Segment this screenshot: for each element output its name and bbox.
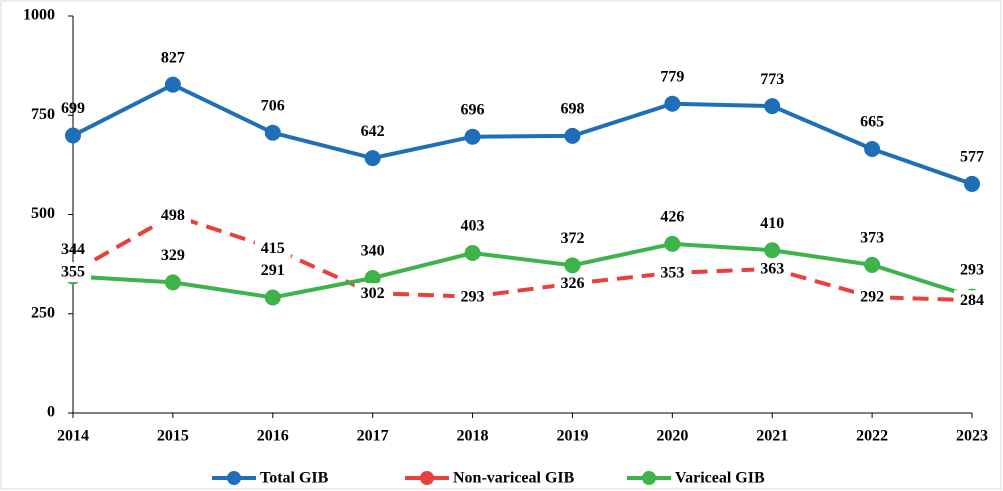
data-label: 363 xyxy=(760,261,784,278)
marker xyxy=(264,124,281,141)
legend-label: Variceal GIB xyxy=(675,470,765,487)
legend-marker xyxy=(420,471,434,485)
data-label: 353 xyxy=(660,265,684,282)
data-label: 291 xyxy=(261,262,285,279)
label-background xyxy=(454,286,491,307)
marker xyxy=(564,127,581,144)
marker xyxy=(464,128,481,145)
label-background xyxy=(854,287,891,308)
data-label: 373 xyxy=(860,230,884,247)
x-tick-label: 2019 xyxy=(556,428,588,445)
data-label: 415 xyxy=(261,240,285,257)
marker xyxy=(264,289,281,306)
label-background xyxy=(154,205,191,226)
label-background xyxy=(754,258,791,279)
data-label: 827 xyxy=(161,49,185,66)
legend-label: Non-variceal GIB xyxy=(453,470,575,487)
data-label: 773 xyxy=(760,71,784,88)
data-label: 292 xyxy=(860,289,884,306)
data-label: 355 xyxy=(61,264,85,281)
data-label: 344 xyxy=(61,241,85,258)
label-background xyxy=(654,262,691,283)
data-label: 340 xyxy=(361,243,385,260)
series-line xyxy=(72,241,973,300)
marker xyxy=(164,274,181,291)
label-background xyxy=(354,283,391,304)
marker xyxy=(664,95,681,112)
series-line xyxy=(72,213,973,303)
marker xyxy=(164,76,181,93)
y-tick-label: 750 xyxy=(31,106,55,123)
marker xyxy=(65,127,81,144)
marker xyxy=(564,257,581,274)
marker xyxy=(664,235,681,252)
x-tick-label: 2022 xyxy=(856,428,888,445)
x-tick-label: 2021 xyxy=(756,428,788,445)
data-label: 699 xyxy=(61,100,85,117)
legend-marker xyxy=(642,471,656,485)
marker xyxy=(864,256,881,273)
y-tick-label: 500 xyxy=(31,205,55,222)
data-label: 329 xyxy=(161,247,185,264)
label-background xyxy=(254,238,291,259)
data-label: 665 xyxy=(860,114,884,131)
label-background xyxy=(954,290,990,311)
data-label: 372 xyxy=(560,230,584,247)
data-label: 706 xyxy=(261,97,285,114)
data-label: 642 xyxy=(361,123,385,140)
x-tick-label: 2020 xyxy=(656,428,688,445)
marker xyxy=(364,270,381,287)
data-label: 284 xyxy=(960,292,984,309)
marker xyxy=(964,175,980,192)
data-label: 403 xyxy=(461,218,485,235)
data-label: 302 xyxy=(361,285,385,302)
data-label: 779 xyxy=(660,68,684,85)
marker xyxy=(764,98,781,115)
data-label: 696 xyxy=(461,101,485,118)
y-tick-label: 1000 xyxy=(23,7,55,24)
data-label: 293 xyxy=(960,261,984,278)
marker xyxy=(464,245,481,262)
x-tick-label: 2017 xyxy=(357,428,389,445)
data-label: 293 xyxy=(461,288,485,305)
legend-label: Total GIB xyxy=(260,470,329,487)
data-label: 326 xyxy=(560,275,584,292)
marker xyxy=(764,242,781,259)
legend-marker xyxy=(227,471,241,485)
x-tick-label: 2016 xyxy=(257,428,289,445)
data-label: 426 xyxy=(660,209,684,226)
marker xyxy=(864,140,881,157)
label-background xyxy=(554,273,591,294)
x-tick-label: 2018 xyxy=(457,428,489,445)
y-tick-label: 0 xyxy=(47,404,55,421)
x-tick-label: 2015 xyxy=(157,428,189,445)
data-label: 498 xyxy=(161,207,185,224)
x-tick-label: 2023 xyxy=(956,428,988,445)
label-background xyxy=(55,262,91,283)
series-line xyxy=(72,82,973,186)
data-label: 698 xyxy=(560,101,584,118)
marker xyxy=(364,150,381,167)
data-label: 577 xyxy=(960,149,984,166)
y-tick-label: 250 xyxy=(31,304,55,321)
data-label: 410 xyxy=(760,215,784,232)
x-tick-label: 2014 xyxy=(57,428,89,445)
